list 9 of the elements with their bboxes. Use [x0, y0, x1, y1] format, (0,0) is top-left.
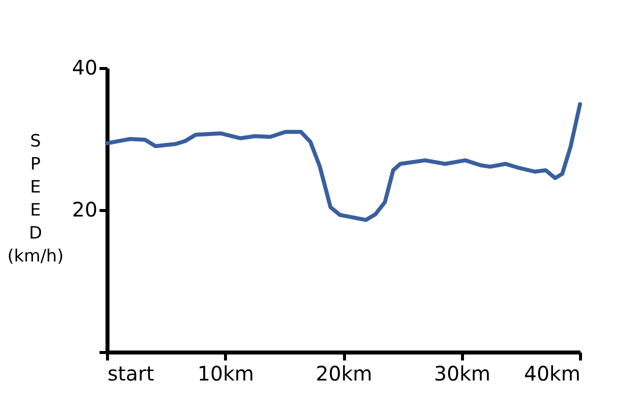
- y-tick-label: 40: [72, 56, 98, 80]
- y-tick-label: 20: [72, 198, 98, 222]
- x-tick-label: 30km: [434, 362, 491, 386]
- x-tick-label: 20km: [316, 362, 372, 386]
- x-tick-label: 40km: [524, 362, 580, 386]
- line-series: [105, 102, 582, 222]
- x-tick-label: 10km: [197, 362, 254, 386]
- y-axis-title: SPEED (km/h): [7, 132, 64, 266]
- x-tick-label: start: [108, 362, 154, 386]
